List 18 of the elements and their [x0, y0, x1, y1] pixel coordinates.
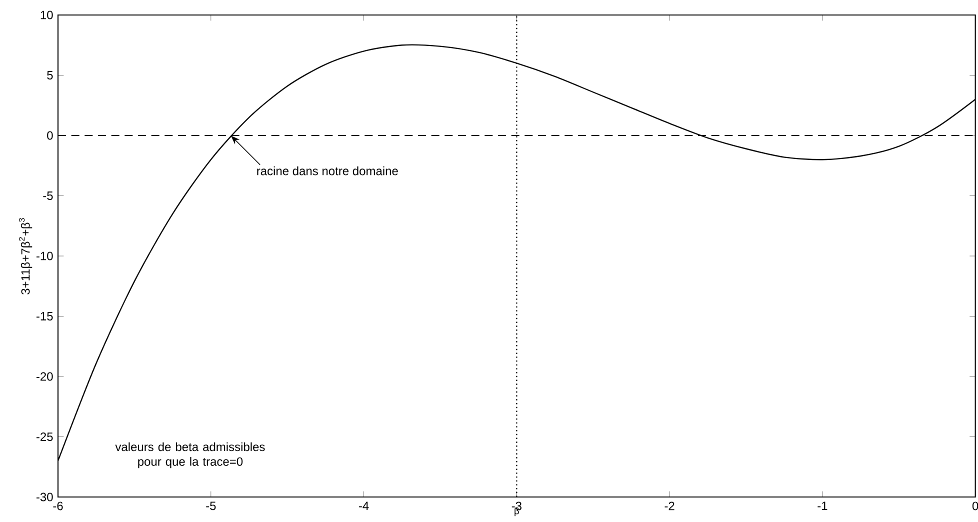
y-tick-label: -20 [36, 372, 53, 381]
y-tick-label: -10 [36, 252, 53, 260]
y-tick-label: -5 [43, 192, 53, 200]
annotation: valeurs de beta admissibles pour que la trace=0 [115, 442, 265, 468]
x-tick-label: -6 [53, 502, 63, 510]
x-tick-label: -2 [664, 502, 674, 510]
y-axis-title: 3+11β+7β$^{2}$+β$^{3}$ [18, 218, 32, 294]
y-tick-label: 0 [47, 131, 53, 140]
annotation: racine dans notre domaine [257, 166, 398, 176]
y-tick-label: 5 [47, 71, 53, 80]
x-tick-label: -4 [358, 502, 369, 510]
x-tick-label: 0 [972, 502, 978, 510]
y-tick-label: 10 [40, 10, 53, 20]
y-tick-label: -15 [36, 312, 53, 320]
y-tick-label: -30 [36, 492, 53, 502]
x-tick-label: -5 [206, 502, 216, 510]
x-tick-label: -1 [818, 502, 828, 510]
y-tick-label: -25 [36, 432, 53, 442]
